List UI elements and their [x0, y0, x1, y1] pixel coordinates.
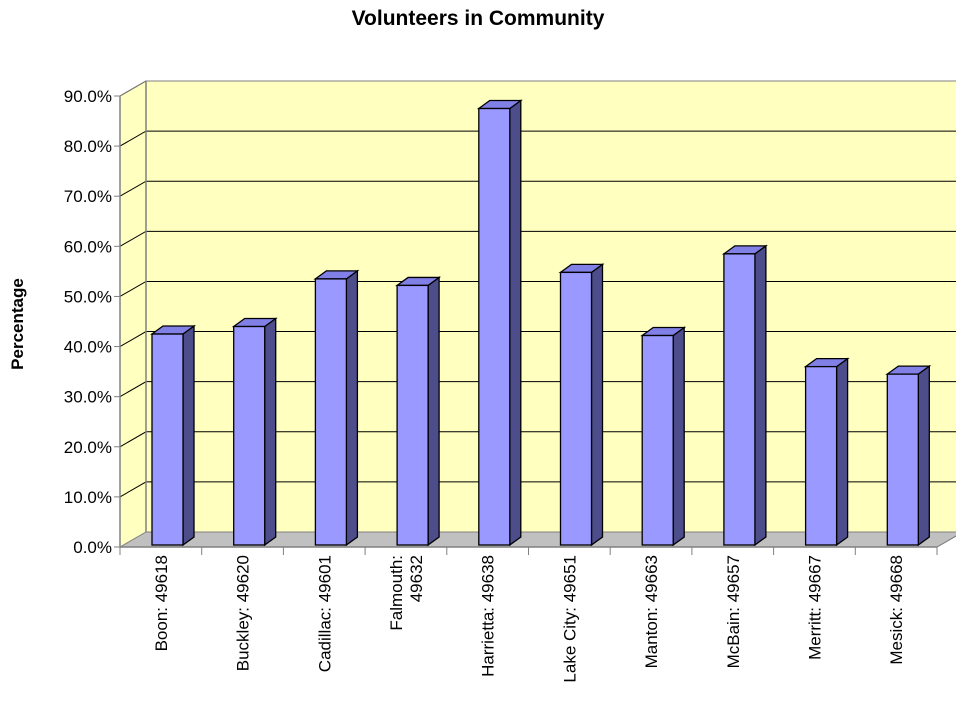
- y-axis-label: Percentage: [8, 278, 27, 370]
- y-tick-label: 10.0%: [64, 488, 112, 507]
- bar-side: [509, 99, 522, 547]
- x-tick-label-line: Boon: 49618: [152, 555, 171, 651]
- x-tick-label-line: Manton: 49663: [642, 555, 661, 668]
- x-tick-label: McBain: 49657: [724, 555, 743, 668]
- plot-area: 0.0% 10.0% 20.0% 30.0% 40.0% 50.0% 60.0% 70.0% 8…: [64, 80, 956, 683]
- x-tick-label-line: Falmouth:: [387, 555, 406, 631]
- bar: [478, 107, 511, 546]
- x-tick-label: Cadillac: 49601: [315, 555, 334, 672]
- floor-right-edge: [936, 535, 956, 548]
- bar: [886, 373, 919, 546]
- x-tick-label: Buckley: 49620: [234, 555, 253, 671]
- bar-side: [835, 357, 849, 547]
- side-wall-top-edge: [119, 80, 147, 97]
- bar-side: [917, 364, 930, 547]
- x-tick-label-line: Mesick: 49668: [887, 555, 906, 665]
- x-tick-label-line: Harrietta: 49638: [479, 555, 498, 677]
- y-tick-label: 30.0%: [64, 388, 112, 407]
- x-tick-label-line: Merritt: 49667: [805, 555, 824, 660]
- bar-side: [264, 317, 277, 547]
- y-tick-label: 60.0%: [64, 237, 112, 256]
- x-tick-label-line: Cadillac: 49601: [315, 555, 334, 672]
- x-tick-label-line: Lake City: 49651: [560, 555, 579, 683]
- x-tick-label-line: Buckley: 49620: [234, 555, 253, 671]
- bar: [723, 253, 756, 546]
- x-tick-label: Manton: 49663: [642, 555, 661, 668]
- chart-title: Volunteers in Community: [352, 7, 605, 30]
- x-tick-label-line: McBain: 49657: [724, 555, 743, 668]
- x-tick-label: Mesick: 49668: [887, 555, 906, 665]
- y-tick-label: 70.0%: [64, 187, 112, 206]
- y-tick-label: 80.0%: [64, 137, 112, 156]
- bar: [151, 333, 184, 546]
- x-tick-label: Harrietta: 49638: [479, 555, 498, 677]
- side-wall: [120, 81, 146, 547]
- y-tick-label: 50.0%: [64, 287, 112, 306]
- bar-side: [345, 269, 359, 547]
- bar: [396, 284, 429, 546]
- y-tick-label: 40.0%: [64, 338, 112, 357]
- bar-side: [754, 244, 767, 547]
- y-tick-label: 0.0%: [73, 538, 112, 557]
- bar-side: [590, 263, 604, 547]
- y-tick-label: 20.0%: [64, 438, 112, 457]
- x-tick-label: Boon: 49618: [152, 555, 171, 651]
- bar: [641, 334, 674, 546]
- bar: [804, 365, 838, 546]
- x-tick-label-line: 49632: [407, 555, 426, 602]
- x-tick-label: Merritt: 49667: [805, 555, 824, 660]
- bar-side: [672, 326, 685, 547]
- bar: [559, 271, 593, 546]
- bar-side: [427, 276, 440, 547]
- x-tick-label: Lake City: 49651: [560, 555, 579, 683]
- bar: [314, 278, 348, 546]
- bar-side: [182, 324, 195, 547]
- y-tick-label: 90.0%: [64, 87, 112, 106]
- x-tick-label: Falmouth:49632: [387, 555, 426, 631]
- bar: [233, 325, 266, 546]
